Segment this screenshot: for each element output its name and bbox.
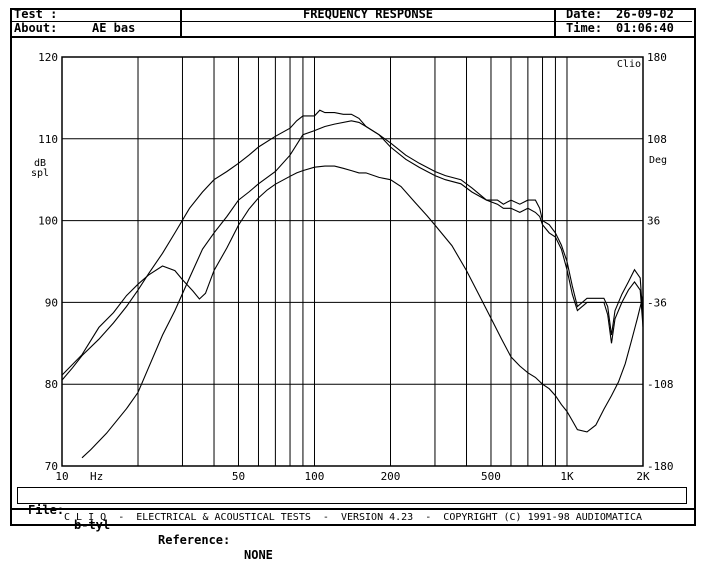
file-label: File: — [28, 503, 65, 517]
x-tick-label: 10 — [55, 470, 68, 483]
date-label: Date: — [566, 7, 603, 21]
y2-tick-label: 36 — [647, 215, 660, 228]
y-tick-label: 90 — [45, 296, 58, 309]
x-tick-label: 100 — [305, 470, 325, 483]
y2-tick-label: 180 — [647, 51, 667, 64]
y2-tick-label: -108 — [647, 378, 674, 391]
plot-border — [61, 56, 644, 467]
about-value: AE bas — [92, 21, 136, 35]
test-label: Test : — [14, 7, 58, 21]
about-label: About: — [14, 21, 58, 35]
header-separator-right — [554, 8, 556, 36]
corner-label: Clio — [617, 59, 641, 70]
x-tick-label: 50 — [232, 470, 245, 483]
x-tick-label: 1K — [560, 470, 574, 483]
reference-label: Reference: — [158, 533, 231, 547]
y-axis-label: dB — [34, 158, 46, 169]
series-line-2 — [81, 120, 644, 459]
header-divider — [10, 21, 692, 22]
series-line-1 — [61, 109, 644, 381]
footer-banner: C L I O - ELECTRICAL & ACOUSTICAL TESTS … — [10, 508, 696, 526]
reference-value: NONE — [244, 548, 273, 562]
series-line-3 — [61, 165, 644, 433]
time-value: 01:06:40 — [616, 21, 674, 35]
date-value: 26-09-02 — [616, 7, 674, 21]
y-tick-label: 70 — [45, 460, 58, 473]
y-tick-label: 110 — [38, 133, 58, 146]
file-value: b-tyl — [74, 518, 111, 532]
header-separator-left — [180, 8, 182, 36]
x-tick-label: 2K — [636, 470, 650, 483]
y2-tick-label: -36 — [647, 296, 667, 309]
y2-axis-label: Deg — [649, 155, 667, 166]
x-tick-label: 200 — [381, 470, 401, 483]
y2-tick-label: -180 — [647, 460, 674, 473]
y2-tick-label: 108 — [647, 133, 667, 146]
y-tick-label: 80 — [45, 378, 58, 391]
time-label: Time: — [566, 21, 603, 35]
header-panel: Test : FREQUENCY RESPONSE About: AE bas … — [10, 8, 696, 38]
window-frame — [10, 8, 696, 526]
frequency-response-chart: 70 80 90 100 110 120 -180 -108 -36 36 108 180 10 50 10… — [31, 51, 674, 483]
page-title: FREQUENCY RESPONSE — [302, 7, 434, 21]
x-unit-label: Hz — [90, 470, 103, 483]
y-axis-label: spl — [31, 168, 49, 179]
y-tick-label: 120 — [38, 51, 58, 64]
x-tick-label: 500 — [481, 470, 501, 483]
file-bar: File: b-tyl Reference: NONE — [17, 487, 687, 562]
y-tick-label: 100 — [38, 215, 58, 228]
